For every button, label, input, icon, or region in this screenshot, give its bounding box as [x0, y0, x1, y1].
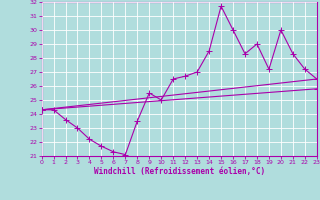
X-axis label: Windchill (Refroidissement éolien,°C): Windchill (Refroidissement éolien,°C)	[94, 167, 265, 176]
